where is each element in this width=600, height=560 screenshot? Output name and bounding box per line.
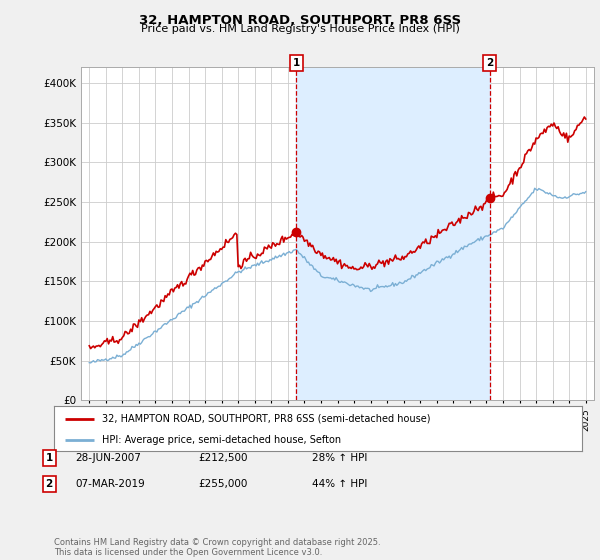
Text: Price paid vs. HM Land Registry's House Price Index (HPI): Price paid vs. HM Land Registry's House … [140,24,460,34]
Text: Contains HM Land Registry data © Crown copyright and database right 2025.
This d: Contains HM Land Registry data © Crown c… [54,538,380,557]
Text: 07-MAR-2019: 07-MAR-2019 [75,479,145,489]
Text: 44% ↑ HPI: 44% ↑ HPI [312,479,367,489]
Text: HPI: Average price, semi-detached house, Sefton: HPI: Average price, semi-detached house,… [101,435,341,445]
Text: 1: 1 [46,453,53,463]
Text: 2: 2 [46,479,53,489]
Text: 28% ↑ HPI: 28% ↑ HPI [312,453,367,463]
Text: 1: 1 [293,58,300,68]
Text: 32, HAMPTON ROAD, SOUTHPORT, PR8 6SS: 32, HAMPTON ROAD, SOUTHPORT, PR8 6SS [139,14,461,27]
Text: 32, HAMPTON ROAD, SOUTHPORT, PR8 6SS (semi-detached house): 32, HAMPTON ROAD, SOUTHPORT, PR8 6SS (se… [101,413,430,423]
Text: £255,000: £255,000 [198,479,247,489]
Bar [296,67,490,400]
Text: £212,500: £212,500 [198,453,248,463]
Text: 28-JUN-2007: 28-JUN-2007 [75,453,141,463]
Text: 2: 2 [486,58,493,68]
